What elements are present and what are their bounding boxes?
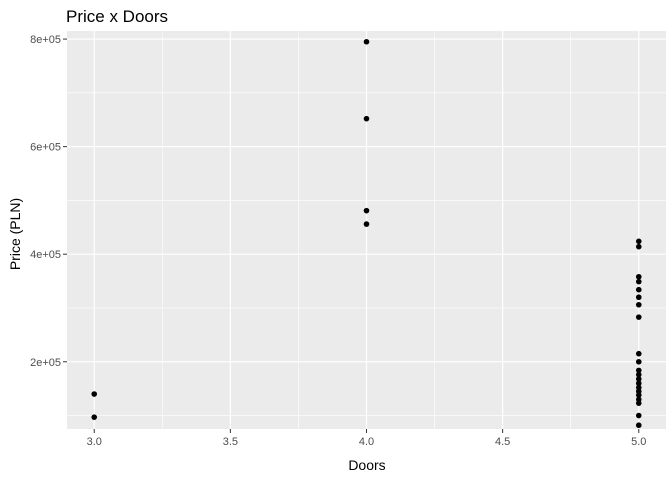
y-axis-title: Price (PLN) [7, 198, 23, 270]
data-point [635, 392, 642, 398]
data-point [635, 301, 642, 308]
x-tick-label: 5.0 [631, 436, 646, 448]
data-points [91, 38, 642, 429]
data-point [635, 273, 642, 280]
data-point [91, 391, 98, 397]
data-point [635, 238, 642, 245]
y-axis-ticks: 2e+05 4e+05 6e+05 8e+05 [30, 34, 67, 369]
data-point [635, 400, 642, 406]
data-point [635, 314, 642, 320]
data-point [635, 380, 642, 387]
data-point [635, 294, 642, 301]
data-point [635, 371, 642, 378]
data-point [91, 414, 98, 420]
data-point [363, 221, 370, 227]
data-point [363, 207, 370, 214]
data-point [635, 286, 642, 293]
x-axis-title: Doors [348, 457, 385, 473]
y-tick-label: 6e+05 [30, 142, 61, 154]
data-point [635, 278, 642, 285]
y-tick-label: 2e+05 [30, 357, 61, 369]
data-point [363, 38, 370, 45]
data-point [635, 350, 642, 357]
y-tick-label: 8e+05 [30, 34, 61, 46]
x-tick-label: 4.5 [495, 436, 510, 448]
x-tick-label: 3.5 [223, 436, 238, 448]
data-point [635, 376, 642, 382]
x-tick-label: 3.0 [87, 436, 102, 448]
y-tick-label: 4e+05 [30, 249, 61, 261]
data-point [635, 358, 642, 365]
x-axis-ticks: 3.0 3.5 4.0 4.5 5.0 [87, 429, 646, 448]
data-point [635, 412, 642, 419]
data-point [635, 367, 642, 374]
data-point [635, 243, 642, 250]
data-point [635, 422, 642, 429]
chart-title: Price x Doors [66, 7, 168, 26]
data-point [363, 115, 370, 122]
x-tick-label: 4.0 [359, 436, 374, 448]
grid-lines [67, 31, 666, 429]
